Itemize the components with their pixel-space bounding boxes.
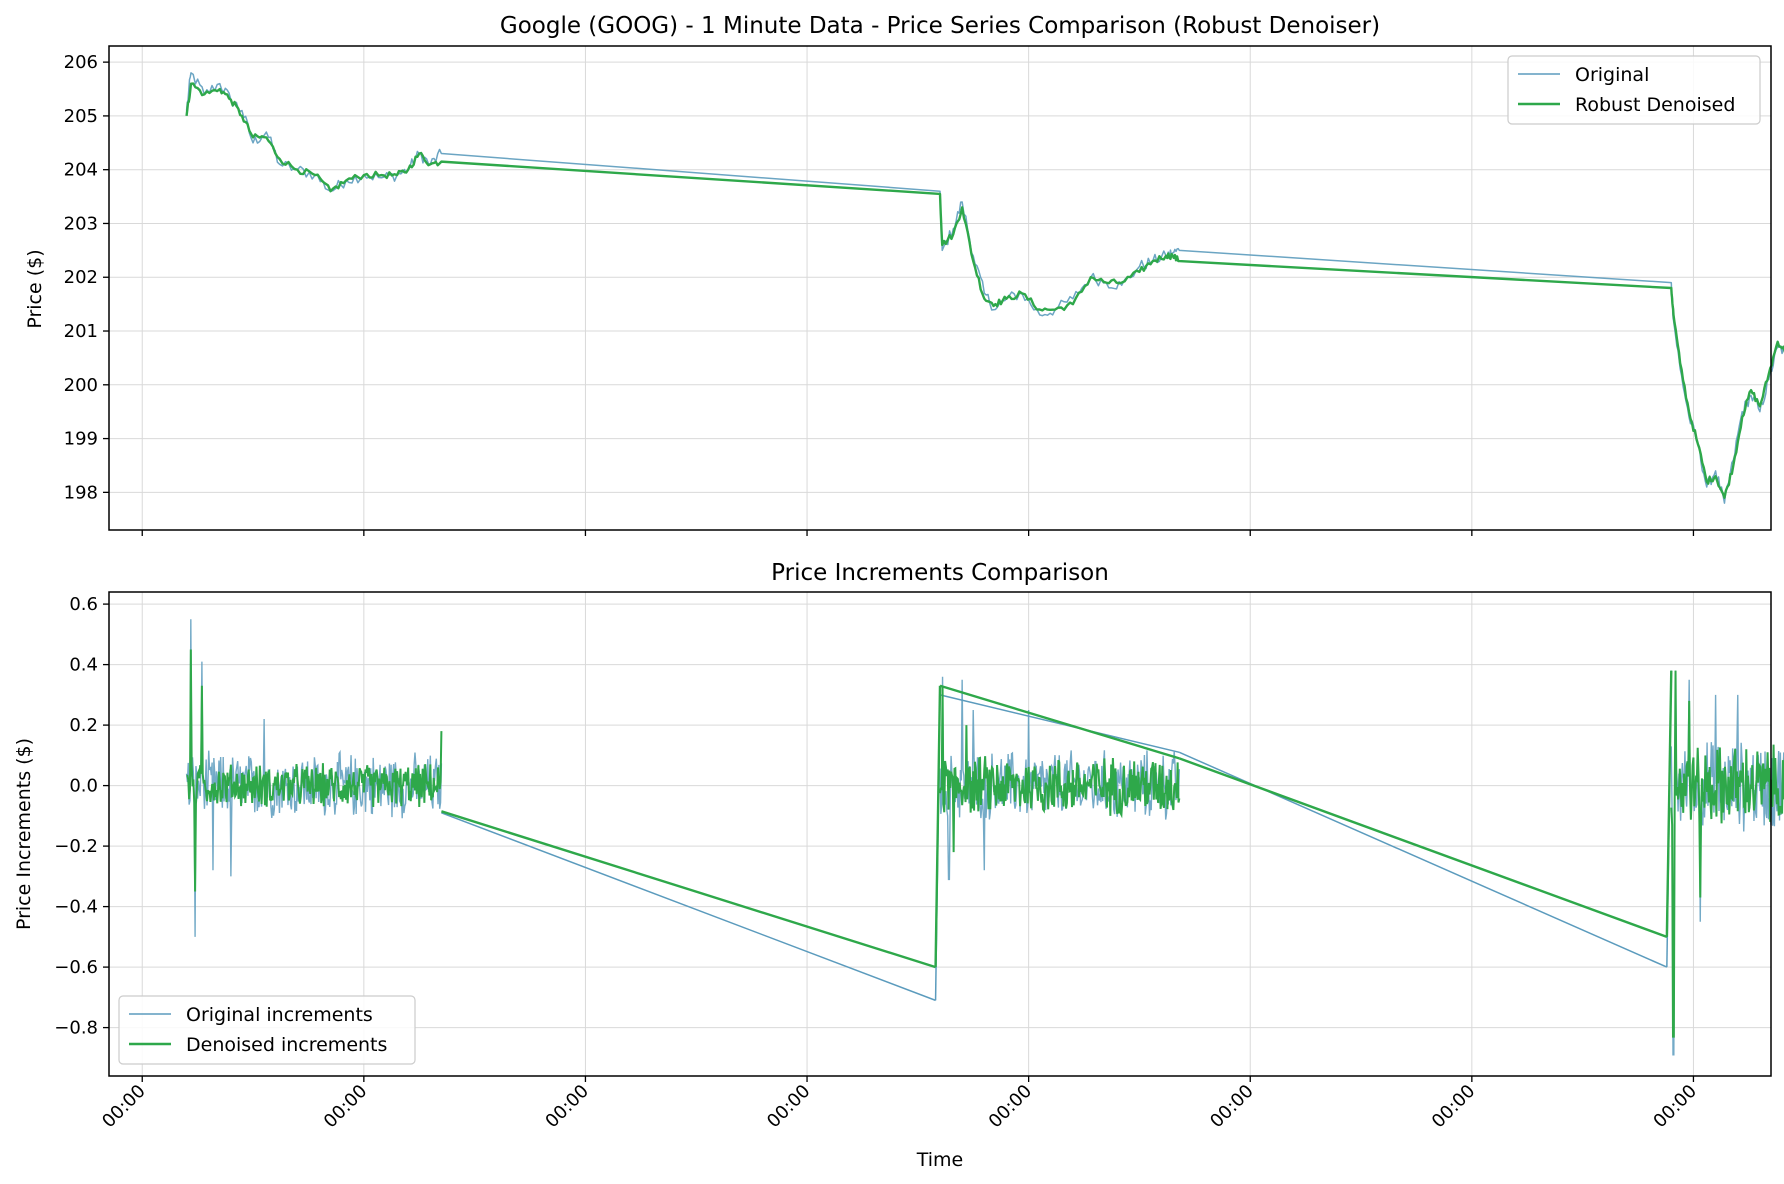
price-chart-x-ticks <box>141 530 1695 536</box>
price-chart-series <box>185 72 1784 504</box>
series-gap-line-denoised <box>441 810 936 969</box>
y-tick-label: 0.0 <box>69 776 98 797</box>
y-tick-label: 0.4 <box>69 655 98 676</box>
series-noise-denoised <box>1670 670 1784 1038</box>
increments-chart-title: Price Increments Comparison <box>771 560 1109 586</box>
y-tick-label: 204 <box>64 160 98 181</box>
price-chart-legend: Original Robust Denoised <box>1507 55 1761 125</box>
x-tick-label: 00:00 <box>320 1081 372 1133</box>
series-gap-line-denoised <box>1665 670 1673 937</box>
increments-chart-frame <box>108 591 1772 1077</box>
y-tick-label: −0.4 <box>54 897 98 918</box>
series-noise-denoised <box>186 649 443 892</box>
price-chart: Google (GOOG) - 1 Minute Data - Price Se… <box>24 13 1784 536</box>
series-gap-line-original <box>441 812 936 1002</box>
y-tick-label: 203 <box>64 213 98 234</box>
series-line-denoised <box>185 82 1784 499</box>
series-jump-line-denoised <box>1178 757 1668 938</box>
series-noise-denoised <box>939 685 1181 853</box>
increments-chart-y-label: Price Increments ($) <box>13 738 35 930</box>
series-gap-line-denoised <box>939 684 1180 760</box>
y-tick-label: 201 <box>64 321 98 342</box>
increments-chart-x-ticks: 00:00 00:00 00:00 00:00 00:00 00:00 00:00 00:00 <box>98 1076 1701 1132</box>
series-gap-line-original <box>939 694 1180 754</box>
x-axis-label: Time <box>916 1149 964 1171</box>
legend-denoised-label: Robust Denoised <box>1575 94 1735 116</box>
legend-original-increments-label: Original increments <box>186 1004 373 1026</box>
y-tick-label: 200 <box>64 375 98 396</box>
x-tick-label: 00:00 <box>98 1081 150 1133</box>
y-tick-label: 198 <box>64 482 98 503</box>
price-chart-y-label: Price ($) <box>24 249 46 328</box>
y-tick-label: −0.6 <box>54 957 98 978</box>
y-tick-label: 0.6 <box>69 594 98 615</box>
y-tick-label: 202 <box>64 267 98 288</box>
price-chart-title: Google (GOOG) - 1 Minute Data - Price Se… <box>500 13 1380 39</box>
increments-chart-legend: Original increments Denoised increments <box>118 995 416 1065</box>
legend-original-label: Original <box>1575 64 1649 86</box>
price-chart-frame <box>108 45 1772 531</box>
y-tick-label: 199 <box>64 429 98 450</box>
y-tick-label: 205 <box>64 106 98 127</box>
increments-chart-series <box>185 619 1784 1056</box>
increments-chart-y-ticks: −0.8 −0.6 −0.4 −0.2 0.0 0.2 0.4 0.6 <box>54 594 109 1039</box>
x-tick-label: 00:00 <box>1649 1081 1701 1133</box>
y-tick-label: 0.2 <box>69 715 98 736</box>
series-jump-line-denoised <box>934 685 942 968</box>
y-tick-label: −0.2 <box>54 836 98 857</box>
legend-denoised-increments-label: Denoised increments <box>186 1034 387 1056</box>
y-tick-label: −0.8 <box>54 1018 98 1039</box>
increments-chart: Price Increments Comparison −0.8 −0.6 −0.4… <box>13 560 1784 1171</box>
x-tick-label: 00:00 <box>541 1081 593 1133</box>
x-tick-label: 00:00 <box>1206 1081 1258 1133</box>
x-tick-label: 00:00 <box>985 1081 1037 1133</box>
price-chart-y-ticks: 198 199 200 201 202 203 204 205 206 <box>64 52 109 503</box>
x-tick-label: 00:00 <box>763 1081 815 1133</box>
x-tick-label: 00:00 <box>1428 1081 1480 1133</box>
y-tick-label: 206 <box>64 52 98 73</box>
